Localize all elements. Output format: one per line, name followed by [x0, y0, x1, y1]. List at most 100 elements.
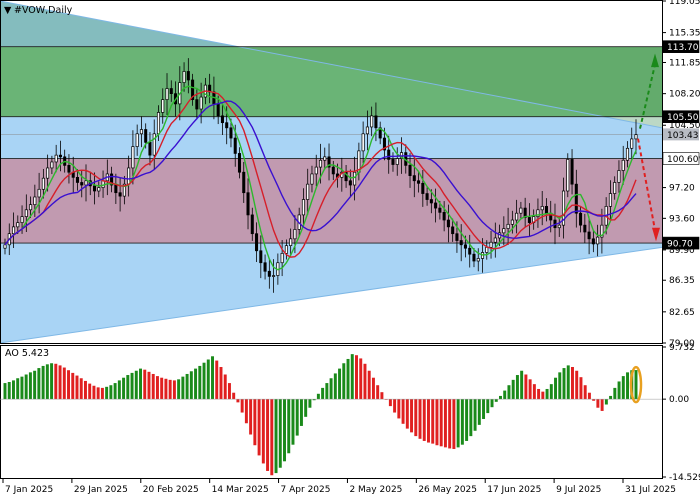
ao-bar [600, 399, 604, 411]
ao-bar [308, 399, 312, 408]
ao-bar [363, 363, 367, 400]
ao-bar [596, 399, 600, 408]
candle-body [144, 129, 148, 143]
candle-body [523, 207, 527, 218]
candle-body [561, 190, 566, 226]
candle-body [613, 182, 617, 194]
ao-bar [219, 366, 223, 400]
candle-body [169, 88, 173, 95]
ao-bar [177, 379, 181, 400]
ao-bar [181, 376, 185, 400]
ao-bar [41, 365, 45, 400]
candle-body [139, 129, 143, 135]
y-tick-label: 97.20 [669, 184, 695, 194]
ao-highlight-marker [629, 365, 643, 404]
ao-last-value: 5.423 [22, 348, 49, 359]
candle-body [361, 133, 365, 152]
candle-body [233, 137, 237, 154]
ao-bar [168, 379, 172, 400]
candle-body [382, 137, 386, 151]
ao-bar [503, 390, 507, 400]
candle-body [472, 253, 476, 262]
zones-layer [0, 0, 663, 344]
ao-bar [71, 372, 75, 400]
x-tick-label: 9 Jul 2025 [556, 485, 601, 495]
up-arrowhead-icon [651, 53, 659, 68]
candle-body [289, 238, 293, 247]
ao-bar [579, 377, 583, 400]
ao-bar [304, 399, 308, 417]
ao-bar [499, 395, 502, 400]
ao-bar [83, 380, 87, 400]
candle-body [425, 193, 429, 200]
y-tick-label: 108.20 [669, 90, 700, 100]
price-tag-label: 103.43 [667, 131, 699, 141]
ao-bar [287, 399, 291, 454]
ao-bar [634, 370, 638, 400]
ao-bar [37, 368, 41, 400]
ao-bar [185, 373, 189, 400]
candle-body [67, 165, 71, 173]
candle-body [438, 207, 442, 213]
candle-body [152, 133, 156, 156]
triangle-lower-edge [0, 246, 663, 344]
ao-bar [452, 399, 456, 449]
x-tick-label: 31 Jul 2025 [625, 485, 676, 495]
candle-body [195, 99, 199, 110]
candle-body [301, 199, 305, 216]
candle-body [625, 147, 629, 161]
candle-body [225, 122, 229, 129]
ao-bar [393, 399, 397, 413]
x-tick-label: 2 May 2025 [349, 485, 402, 495]
ao-bar [613, 387, 617, 400]
ao-bar [16, 378, 20, 400]
y-tick-label: 79.00 [669, 339, 695, 349]
candle-body [387, 149, 391, 160]
candle-body [587, 231, 591, 240]
main-panel-border [0, 0, 663, 344]
ao-bar [371, 377, 375, 400]
triangle-upper-edge [0, 0, 663, 129]
ao-bar [117, 380, 121, 400]
y-tick-label: 115.35 [669, 29, 700, 39]
ao-bar [507, 385, 511, 400]
price-tag-label: 100.60 [667, 155, 699, 165]
ao-bar [520, 370, 524, 400]
candle-body [344, 171, 348, 182]
candle-body [515, 212, 519, 221]
ma-slow-line [4, 100, 637, 246]
ao-bar [431, 399, 435, 444]
ao-bar [418, 399, 422, 439]
candle-body [429, 199, 433, 204]
candle-body [280, 252, 284, 264]
ao-axis: 9.732 0.00 -14.529 [662, 343, 700, 483]
ao-bar [333, 373, 337, 400]
ao-bar [28, 372, 32, 400]
candle-body [596, 236, 600, 245]
candle-body [502, 228, 506, 234]
candle-body [365, 126, 369, 135]
candle-body [199, 96, 203, 110]
sell-zone [0, 158, 662, 244]
ao-bar [494, 399, 498, 402]
ao-bar [312, 399, 316, 401]
candle-body [135, 133, 139, 147]
candle-body [272, 275, 276, 277]
candle-body [408, 165, 412, 176]
x-tick-label: 14 Mar 2025 [212, 485, 269, 495]
ao-bar [524, 374, 528, 400]
candle-body [510, 219, 514, 225]
candle-body [16, 222, 20, 228]
candle-body [570, 159, 574, 185]
candle-body [306, 183, 310, 200]
price-tag-label: 105.50 [667, 113, 699, 123]
candle-body [263, 262, 267, 272]
ao-bar [532, 384, 536, 400]
candle-body [506, 223, 510, 229]
chart-title: #VOW,Daily [14, 5, 73, 16]
ao-bar [350, 354, 354, 400]
ao-bar [460, 399, 464, 445]
candle-body [527, 217, 531, 223]
ao-bar [537, 388, 541, 400]
